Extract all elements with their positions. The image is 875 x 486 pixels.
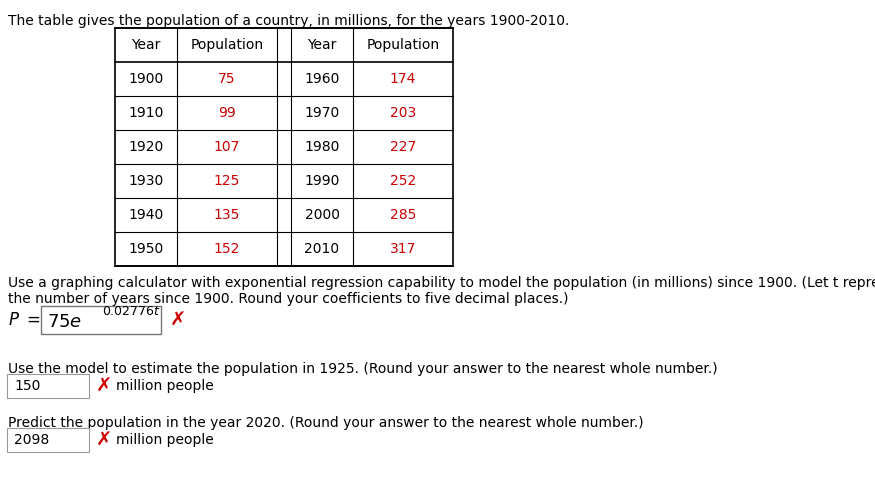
Text: ✗: ✗ [96,431,112,450]
Text: 1970: 1970 [304,106,340,120]
Text: Year: Year [131,38,161,52]
Text: 227: 227 [390,140,416,154]
Text: 135: 135 [214,208,240,222]
Text: 99: 99 [218,106,236,120]
Text: 317: 317 [390,242,416,256]
Text: Population: Population [191,38,263,52]
Text: the number of years since 1900. Round your coefficients to five decimal places.): the number of years since 1900. Round yo… [8,292,569,306]
Text: Use a graphing calculator with exponential regression capability to model the po: Use a graphing calculator with exponenti… [8,276,875,290]
Text: 252: 252 [390,174,416,188]
Text: 2098: 2098 [14,433,49,447]
Text: 174: 174 [390,72,416,86]
Text: Use the model to estimate the population in 1925. (Round your answer to the near: Use the model to estimate the population… [8,362,718,376]
Text: 150: 150 [14,379,40,393]
Text: 1920: 1920 [129,140,164,154]
Text: Year: Year [307,38,337,52]
Text: Population: Population [367,38,439,52]
Text: 1960: 1960 [304,72,340,86]
Text: 1980: 1980 [304,140,340,154]
Text: ✗: ✗ [170,311,186,330]
FancyBboxPatch shape [7,374,89,398]
Text: 203: 203 [390,106,416,120]
Text: $0.02776t$: $0.02776t$ [102,305,161,317]
Text: 1900: 1900 [129,72,164,86]
Text: 1990: 1990 [304,174,340,188]
Text: 1910: 1910 [129,106,164,120]
Text: 1940: 1940 [129,208,164,222]
Text: 2010: 2010 [304,242,340,256]
Text: 107: 107 [214,140,240,154]
Text: 2000: 2000 [304,208,340,222]
FancyBboxPatch shape [41,306,161,334]
Text: million people: million people [116,433,214,447]
Text: $P\ =$: $P\ =$ [8,311,41,329]
Text: 125: 125 [214,174,240,188]
Text: 1950: 1950 [129,242,164,256]
Text: ✗: ✗ [96,377,112,396]
Text: $75e$: $75e$ [47,313,82,331]
Text: 152: 152 [214,242,240,256]
FancyBboxPatch shape [7,428,89,452]
Text: million people: million people [116,379,214,393]
Text: 285: 285 [390,208,416,222]
Text: Predict the population in the year 2020. (Round your answer to the nearest whole: Predict the population in the year 2020.… [8,416,644,430]
Text: 1930: 1930 [129,174,164,188]
Bar [115,28,453,266]
Text: 75: 75 [218,72,235,86]
Text: The table gives the population of a country, in millions, for the years 1900-201: The table gives the population of a coun… [8,14,570,28]
